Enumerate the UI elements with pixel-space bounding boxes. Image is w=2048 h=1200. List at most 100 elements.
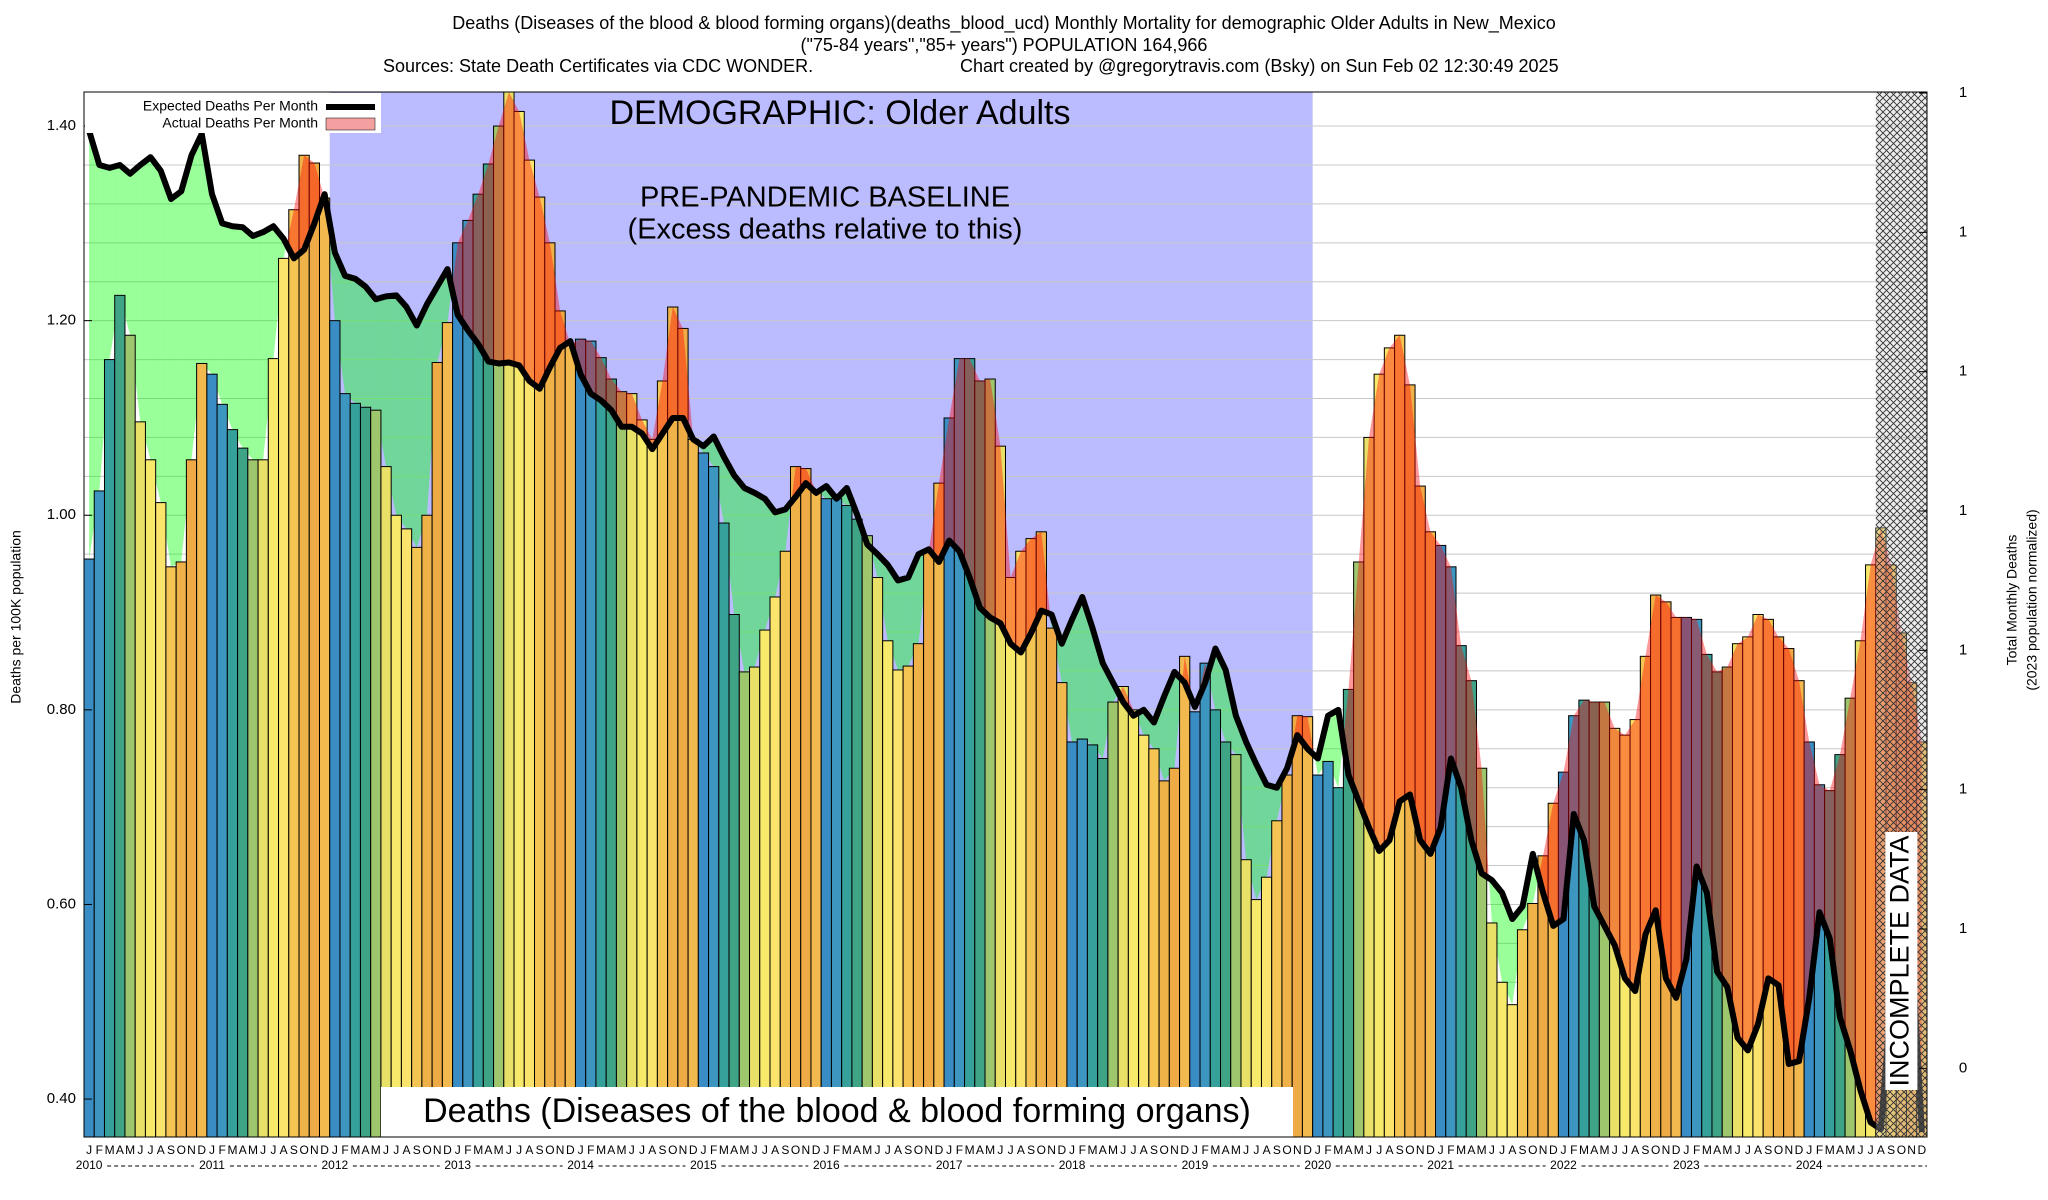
excess-area [1471, 680, 1482, 874]
x-tick-label: M [350, 1143, 360, 1157]
excess-area [1573, 700, 1584, 841]
x-tick-label: J [332, 1143, 338, 1157]
deficit-area [437, 269, 448, 363]
bar [247, 459, 259, 1138]
excess-area [1010, 551, 1021, 653]
x-tick-label: J [1192, 1143, 1198, 1157]
x-tick-label: J [455, 1143, 461, 1157]
x-tick-label: J [875, 1143, 881, 1157]
deficit-area [263, 226, 274, 460]
y-tick-label: 1.40 [47, 117, 76, 134]
excess-area [959, 358, 970, 578]
year-label: 2023 [1673, 1158, 1700, 1172]
x-tick-label: J [1438, 1143, 1444, 1157]
excess-area [1399, 335, 1410, 802]
excess-area [1788, 648, 1800, 1065]
year-label: 2018 [1059, 1158, 1086, 1172]
x-tick-label: F [219, 1143, 226, 1157]
x-tick-label: A [280, 1143, 288, 1157]
x-tick-label: A [853, 1143, 861, 1157]
bar [1056, 682, 1068, 1138]
x-tick-label: S [167, 1143, 175, 1157]
deficit-area [355, 278, 366, 408]
bar [411, 546, 423, 1138]
x-tick-label: D [1549, 1143, 1558, 1157]
excess-area [1737, 636, 1748, 1051]
x-tick-label: F [587, 1143, 594, 1157]
x-tick-label: O [177, 1143, 186, 1157]
deficit-area [222, 223, 233, 430]
excess-area [1420, 486, 1431, 854]
x-tick-label: M [1210, 1143, 1220, 1157]
x-tick-label: A [1713, 1143, 1721, 1157]
excess-area [1450, 566, 1462, 788]
excess-area [1747, 614, 1759, 1051]
year-label: 2019 [1182, 1158, 1209, 1172]
excess-area [1020, 538, 1032, 653]
excess-area [1768, 619, 1779, 986]
x-tick-label: J [260, 1143, 266, 1157]
bar [759, 629, 771, 1138]
year-label: 2016 [813, 1158, 840, 1172]
x-tick-label: M [473, 1143, 483, 1157]
bar [1506, 1004, 1518, 1138]
y2-tick-label: 0 [1959, 1059, 1967, 1076]
x-tick-label: A [730, 1143, 738, 1157]
excess-area [1645, 595, 1656, 935]
x-tick-label: J [946, 1143, 952, 1157]
deficit-area [386, 295, 397, 516]
year-label: 2024 [1796, 1158, 1823, 1172]
x-tick-label: J [86, 1143, 92, 1157]
x-tick-label: S [413, 1143, 421, 1157]
bar [728, 614, 740, 1138]
bar [390, 514, 402, 1138]
year-label: 2020 [1304, 1158, 1331, 1172]
bar [1322, 760, 1334, 1138]
x-tick-label: J [1243, 1143, 1249, 1157]
year-label: 2012 [322, 1158, 349, 1172]
bar [216, 403, 228, 1138]
x-tick-label: N [1539, 1143, 1548, 1157]
x-tick-label: A [1467, 1143, 1475, 1157]
x-tick-label: D [689, 1143, 698, 1157]
x-tick-label: A [894, 1143, 902, 1157]
x-tick-label: S [1273, 1143, 1281, 1157]
x-tick-label: F [1447, 1143, 1454, 1157]
deficit-area [1502, 892, 1513, 1005]
x-tick-label: S [1641, 1143, 1649, 1157]
x-tick-label: J [762, 1143, 768, 1157]
bar [1148, 748, 1160, 1138]
x-tick-label: A [116, 1143, 124, 1157]
bar [923, 550, 935, 1138]
x-tick-label: J [1561, 1143, 1567, 1157]
deficit-area [908, 554, 919, 667]
x-tick-label: A [1140, 1143, 1148, 1157]
y2-tick-label: 1 [1959, 920, 1967, 937]
bar [769, 596, 781, 1138]
x-tick-label: A [648, 1143, 656, 1157]
excess-area [1860, 564, 1871, 1123]
x-tick-label: A [1754, 1143, 1762, 1157]
bar [1086, 744, 1099, 1138]
bar [1516, 929, 1529, 1138]
x-tick-label: F [1693, 1143, 1700, 1157]
bar [329, 320, 341, 1138]
x-tick-label: F [710, 1143, 717, 1157]
excess-area [1481, 768, 1489, 879]
x-tick-label: F [1079, 1143, 1086, 1157]
bar [124, 334, 136, 1138]
y2-tick-label: 1 [1959, 84, 1967, 101]
y-axis-label: Deaths per 100K population [8, 530, 24, 704]
bar [697, 452, 710, 1138]
excess-area [1409, 384, 1421, 841]
y2-tick-label: 1 [1959, 363, 1967, 380]
x-tick-label: J [629, 1143, 635, 1157]
x-tick-label: M [1845, 1143, 1855, 1157]
bar [615, 391, 628, 1138]
bar [1168, 767, 1181, 1138]
chart-subtitle: ("75-84 years","85+ years") POPULATION 1… [801, 35, 1208, 55]
excess-area [467, 194, 479, 345]
x-tick-label: J [1130, 1143, 1136, 1157]
excess-area [1000, 446, 1011, 644]
